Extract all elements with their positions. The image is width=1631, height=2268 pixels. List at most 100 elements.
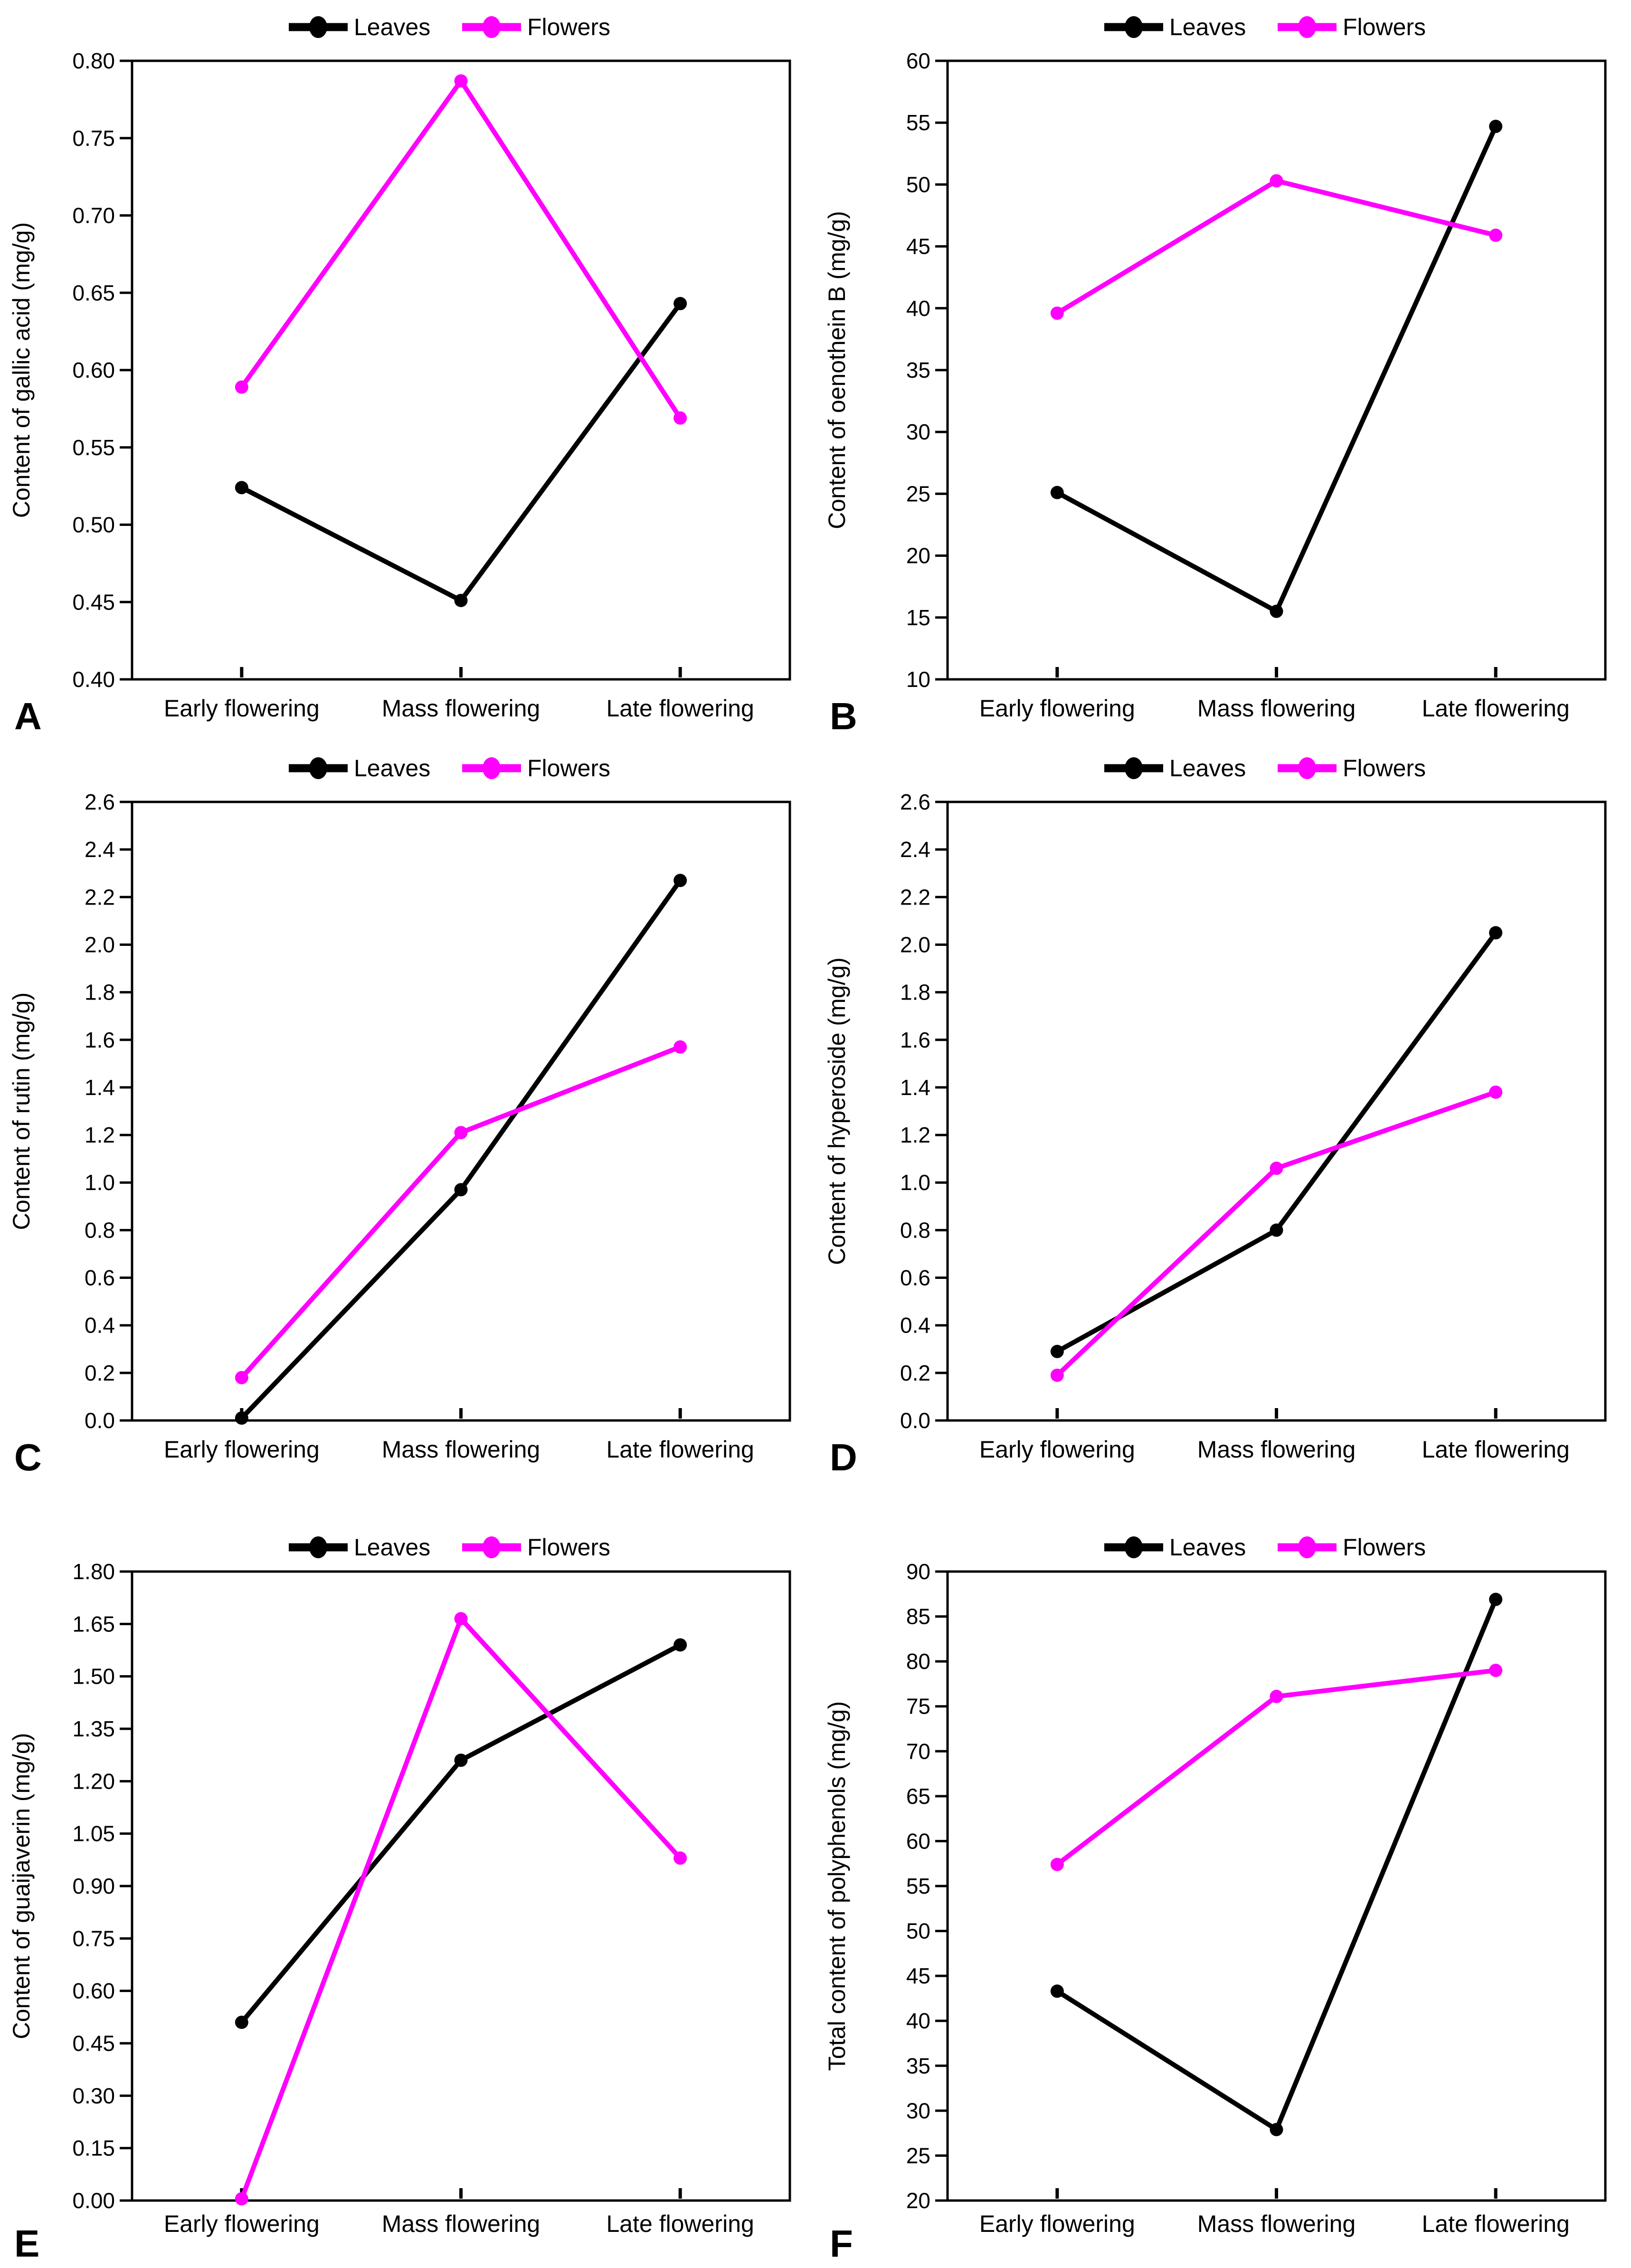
y-tick-label: 0.00	[72, 2188, 115, 2213]
y-tick-label: 0.4	[85, 1313, 115, 1338]
x-tick-label: Mass flowering	[382, 1436, 540, 1463]
legend-label-leaves: Leaves	[354, 755, 430, 781]
data-point-flowers-0	[235, 1371, 248, 1384]
y-tick-label: 2.0	[85, 932, 115, 957]
x-tick-label: Late flowering	[1422, 2211, 1570, 2237]
plot-border	[946, 59, 1607, 681]
plot-border	[131, 59, 791, 681]
y-tick-label: 20	[906, 2188, 930, 2213]
y-tick-label: 0.50	[72, 513, 115, 537]
data-point-leaves-2	[1489, 926, 1503, 940]
data-point-flowers-2	[673, 1851, 687, 1865]
y-tick-label: 2.4	[85, 837, 115, 862]
legend-label-flowers: Flowers	[527, 14, 610, 40]
data-point-flowers-2	[1489, 1664, 1503, 1677]
legend-label-flowers: Flowers	[527, 755, 610, 781]
y-tick-label: 90	[906, 1559, 930, 1584]
x-tick-label: Early flowering	[164, 695, 320, 722]
x-tick-label: Mass flowering	[1197, 1436, 1356, 1463]
data-point-leaves-0	[235, 2015, 248, 2029]
data-point-leaves-0	[235, 481, 248, 495]
y-tick-label: 0.65	[72, 280, 115, 305]
series-line-flowers	[239, 78, 683, 420]
legend-marker-leaves	[1125, 16, 1143, 38]
legend-label-flowers: Flowers	[1343, 1534, 1426, 1561]
y-tick-label: 1.8	[900, 980, 930, 1005]
y-tick-label: 20	[906, 543, 930, 568]
y-tick-label: 1.35	[72, 1716, 115, 1741]
data-point-flowers-1	[454, 1612, 468, 1626]
y-tick-label: 1.6	[900, 1028, 930, 1052]
y-tick-label: 2.6	[900, 790, 930, 814]
y-tick-label: 1.6	[85, 1028, 115, 1052]
legend-marker-flowers	[1298, 16, 1316, 38]
legend-marker-leaves	[309, 16, 327, 38]
y-tick-label: 1.20	[72, 1769, 115, 1793]
y-axis-title: Total content of polyphenols (mg/g)	[824, 1701, 850, 2071]
x-tick-label: Late flowering	[607, 1436, 754, 1463]
y-tick-label: 55	[906, 1874, 930, 1898]
y-tick-label: 30	[906, 2098, 930, 2123]
legend-marker-leaves	[309, 757, 327, 779]
y-axis-title: Content of oenothein B (mg/g)	[824, 211, 850, 529]
y-tick-label: 0.8	[900, 1218, 930, 1242]
panel-letter: D	[830, 1436, 857, 1478]
y-tick-label: 1.4	[85, 1075, 115, 1100]
chart-A: 0.40 0.45 0.50 0.55 0.60 0.65 0.70 0.75 0.80 Earl…	[8, 14, 791, 737]
y-tick-label: 70	[906, 1739, 930, 1763]
y-tick-label: 0.45	[72, 590, 115, 614]
data-point-leaves-1	[454, 1183, 468, 1197]
series-line-leaves	[239, 1642, 683, 2025]
legend-label-flowers: Flowers	[1343, 755, 1426, 781]
x-tick-label: Mass flowering	[382, 695, 540, 722]
data-point-flowers-0	[1050, 1368, 1064, 1382]
y-tick-label: 1.0	[85, 1170, 115, 1195]
series-line-flowers	[239, 1616, 683, 2201]
y-tick-label: 35	[906, 2053, 930, 2078]
data-point-leaves-0	[235, 1411, 248, 1425]
y-axis-title: Content of rutin (mg/g)	[8, 992, 35, 1230]
y-tick-label: 50	[906, 1919, 930, 1944]
y-tick-label: 40	[906, 296, 930, 321]
y-tick-label: 25	[906, 481, 930, 506]
legend-marker-leaves	[309, 1536, 327, 1558]
y-tick-label: 0.80	[72, 48, 115, 73]
y-axis-title: Content of guaijaverin (mg/g)	[8, 1733, 35, 2039]
y-tick-label: 0.45	[72, 2031, 115, 2056]
y-tick-label: 1.05	[72, 1821, 115, 1846]
data-point-leaves-0	[1050, 1984, 1064, 1998]
data-point-flowers-2	[1489, 1085, 1503, 1099]
data-point-leaves-2	[673, 297, 687, 311]
panel-B: 10 15 20 25 30 35 40 45 50 55 60 Early flowering Mas…	[816, 0, 1631, 741]
y-tick-label: 0.40	[72, 667, 115, 692]
y-tick-label: 1.4	[900, 1075, 930, 1100]
x-tick-label: Late flowering	[607, 2211, 754, 2237]
data-point-flowers-0	[235, 380, 248, 394]
legend-marker-flowers	[1298, 757, 1316, 779]
x-tick-label: Late flowering	[1422, 695, 1570, 722]
data-point-leaves-1	[1270, 604, 1283, 618]
y-tick-label: 55	[906, 110, 930, 135]
legend-label-leaves: Leaves	[1169, 14, 1246, 40]
y-tick-label: 2.2	[85, 885, 115, 909]
y-tick-label: 15	[906, 605, 930, 630]
data-point-leaves-0	[1050, 486, 1064, 499]
series-line-leaves	[1054, 124, 1498, 614]
y-tick-label: 65	[906, 1784, 930, 1809]
data-point-leaves-1	[1270, 1223, 1283, 1237]
legend-marker-leaves	[1125, 757, 1143, 779]
y-tick-label: 10	[906, 667, 930, 692]
plot-border	[131, 800, 791, 1422]
data-point-leaves-2	[1489, 1592, 1503, 1606]
data-point-flowers-0	[1050, 306, 1064, 320]
plot-border	[946, 800, 1607, 1422]
legend-label-flowers: Flowers	[527, 1534, 610, 1561]
x-tick-label: Late flowering	[607, 695, 754, 722]
y-tick-label: 75	[906, 1694, 930, 1719]
panel-D: 0.0 0.2 0.4 0.6 0.8 1.0 1.2 1.4 1.6 1.8 2.0 2.2 2.4 2…	[816, 741, 1631, 1482]
series-line-flowers	[239, 1044, 683, 1380]
data-point-leaves-1	[1270, 2123, 1283, 2136]
series-line-flowers	[1054, 178, 1498, 316]
y-tick-label: 0.6	[900, 1266, 930, 1290]
y-tick-label: 0.75	[72, 1926, 115, 1951]
